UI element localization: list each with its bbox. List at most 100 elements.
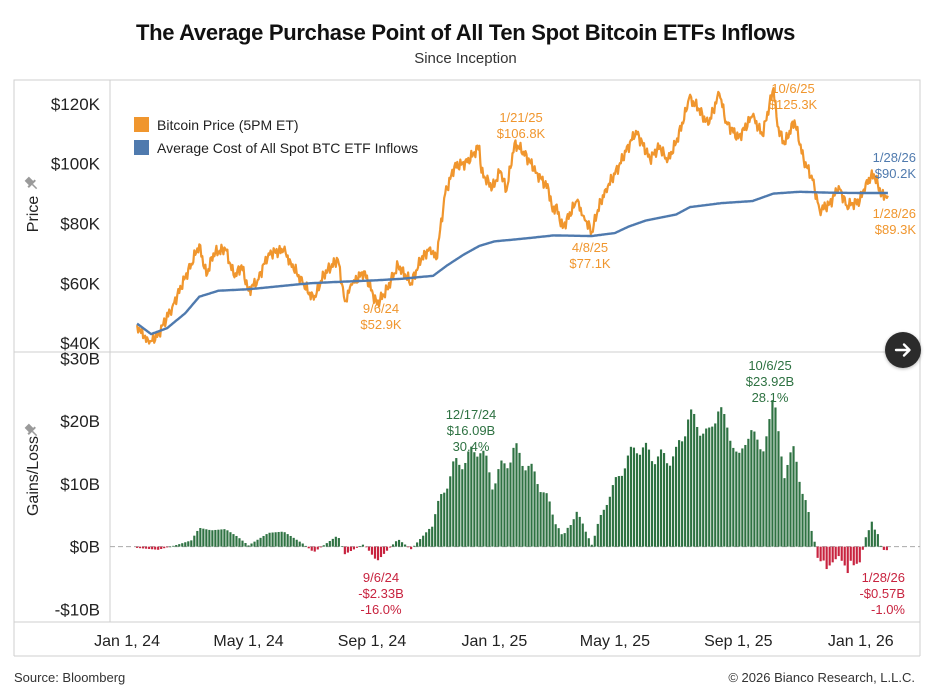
arrow-right-icon <box>894 343 911 357</box>
x-tick-label: Jan 1, 24 <box>94 633 160 650</box>
gains-bar <box>190 540 193 547</box>
gains-bar <box>163 546 166 549</box>
gains-bar <box>831 546 834 563</box>
gains-bar <box>647 449 651 547</box>
gains-bar <box>708 427 711 547</box>
gains-bar <box>268 532 271 547</box>
gains-panel-frame <box>13 351 921 623</box>
annotation-loss-sep24: -$2.33B <box>358 586 404 601</box>
gains-bar <box>512 447 515 547</box>
gains-bar <box>521 465 524 547</box>
gains-bar <box>178 544 181 547</box>
gains-bar <box>620 475 623 547</box>
gains-bar <box>843 546 846 566</box>
gains-bar <box>431 526 434 547</box>
gains-bar <box>705 428 708 547</box>
gains-bar <box>650 461 654 547</box>
gains-bar <box>367 546 371 551</box>
gains-bar <box>464 462 467 547</box>
gains-bar <box>202 528 205 547</box>
gains-bar <box>494 483 497 547</box>
gains-bar <box>416 542 419 547</box>
gains-bar <box>599 514 602 547</box>
gains-bar <box>322 545 325 547</box>
gains-bar <box>554 524 557 547</box>
gains-bar <box>545 493 548 547</box>
gains-bar <box>632 447 636 547</box>
annotation-price-low-sep24: $52.9K <box>360 317 402 332</box>
gains-bar <box>373 546 377 559</box>
gains-bar <box>572 519 575 547</box>
gains-bar <box>659 449 663 547</box>
gains-bar <box>717 411 720 547</box>
gains-bar <box>220 529 223 547</box>
gains-bar <box>310 546 313 551</box>
average-cost-line <box>136 190 889 336</box>
gains-bar <box>816 546 819 558</box>
annotation-price-low-apr25: $77.1K <box>569 256 611 271</box>
gains-bar <box>617 476 620 547</box>
gains-bar <box>244 542 247 547</box>
gains-bar <box>458 464 461 547</box>
gains-bar <box>452 461 455 547</box>
gains-bar <box>364 546 368 548</box>
gains-bar <box>334 536 337 547</box>
gains-bar <box>443 492 446 547</box>
annotation-loss-sep24: -16.0% <box>360 602 402 617</box>
annotation-price-peak-jan25: 1/21/25 <box>499 110 542 125</box>
gains-bar <box>241 540 244 547</box>
annotation-price-latest: 1/28/26 <box>873 206 916 221</box>
gains-bar <box>461 469 464 547</box>
gains-bar <box>693 413 696 547</box>
gains-ytick-label: $20B <box>60 412 100 431</box>
gains-bar <box>605 504 608 547</box>
gains-bar <box>867 530 870 547</box>
price-axis-title-group: Price <box>25 196 42 233</box>
next-arrow-button[interactable] <box>885 332 921 368</box>
gains-bar <box>382 546 386 554</box>
gains-bar <box>774 407 777 547</box>
price-ytick-label: $80K <box>60 214 100 233</box>
gains-bar <box>765 436 768 547</box>
gains-bar <box>328 541 331 547</box>
gains-bar <box>656 456 660 547</box>
gains-bar <box>551 514 554 547</box>
gains-bar <box>413 545 416 547</box>
price-axis-title: Price <box>25 196 42 233</box>
annotation-loss-latest: -$0.57B <box>859 586 905 601</box>
gains-bar <box>846 546 849 574</box>
gains-bar <box>379 546 383 558</box>
gains-bar <box>313 546 316 552</box>
gains-bar <box>467 451 470 547</box>
x-tick-label: May 1, 25 <box>580 633 650 650</box>
gains-bar <box>151 546 154 550</box>
gains-bar <box>253 541 256 547</box>
gains-bar <box>175 545 178 547</box>
copyright-note: © 2026 Bianco Research, L.L.C. <box>728 670 915 685</box>
gains-bar <box>262 535 265 547</box>
price-panel-frame <box>13 79 921 353</box>
gains-bar <box>145 546 148 549</box>
gains-bar <box>515 443 518 547</box>
bitcoin-price-line <box>136 87 889 345</box>
gains-bar <box>723 414 726 547</box>
gains-bar <box>340 546 343 547</box>
annotation-gain-dec24: 30.4% <box>453 439 490 454</box>
gains-bar <box>735 451 738 547</box>
gains-bar <box>295 539 298 547</box>
gains-bar <box>256 539 259 547</box>
gains-bar <box>885 546 888 551</box>
gains-bar <box>193 535 196 547</box>
pin-needle <box>31 430 38 437</box>
gains-bar <box>575 511 578 547</box>
gains-bar <box>626 455 630 547</box>
gains-bar <box>593 535 596 547</box>
gains-bar <box>319 546 322 548</box>
gains-ytick-label: $0B <box>70 538 100 557</box>
gains-bar <box>434 514 437 547</box>
gains-bar <box>428 528 431 547</box>
price-ytick-label: $60K <box>60 274 100 293</box>
price-ytick-label: $120K <box>51 95 101 114</box>
gains-bar <box>286 534 289 547</box>
gains-bar <box>614 477 617 547</box>
